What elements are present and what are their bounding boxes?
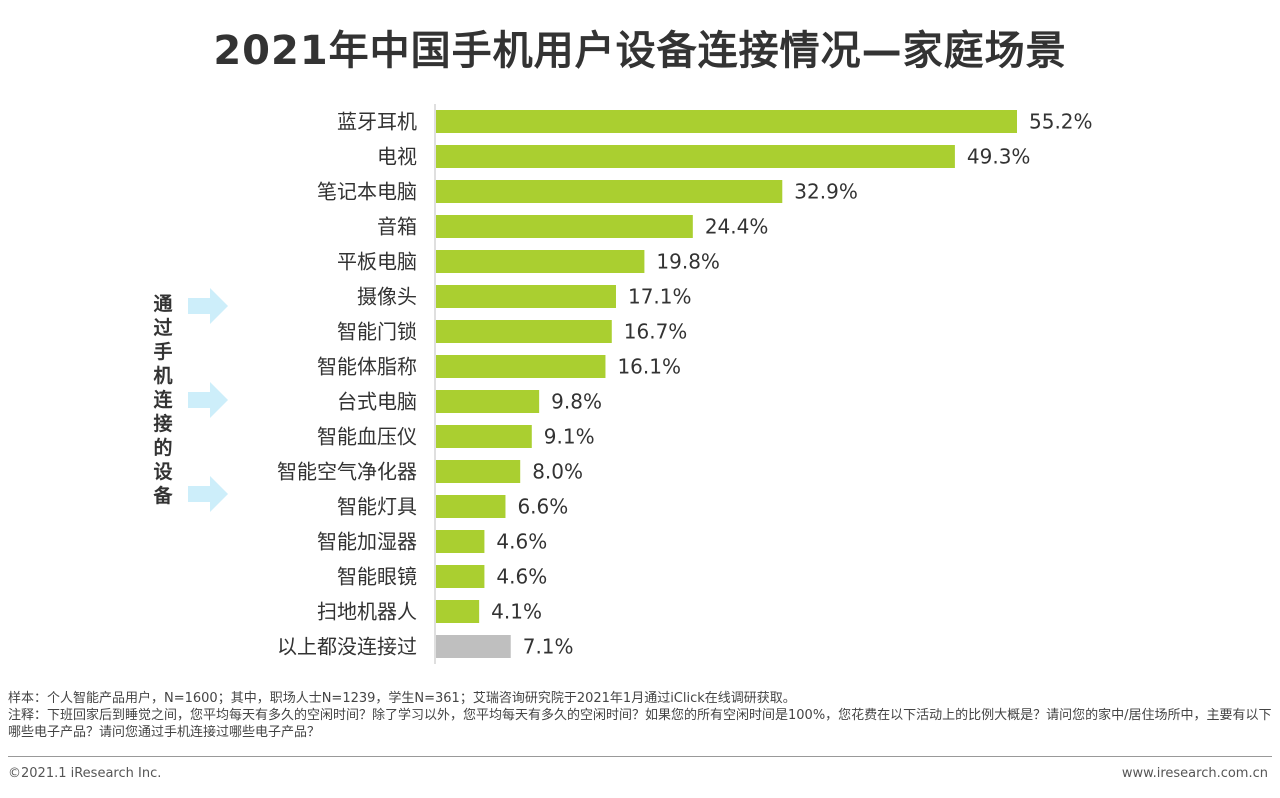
category-label: 智能门锁	[337, 320, 417, 344]
side-label-char: 备	[153, 485, 173, 507]
bar	[436, 425, 532, 448]
notes: 样本：个人智能产品用户，N=1600；其中，职场人士N=1239，学生N=361…	[8, 690, 1272, 741]
value-label: 55.2%	[1029, 110, 1093, 134]
copyright: ©2021.1 iResearch Inc.	[8, 766, 162, 781]
category-label: 以上都没连接过	[277, 635, 417, 659]
category-label: 智能灯具	[337, 495, 417, 519]
value-label: 24.4%	[705, 215, 769, 239]
side-label-char: 手	[153, 341, 173, 363]
value-label: 4.1%	[491, 600, 542, 624]
page-title: 2021年中国手机用户设备连接情况—家庭场景	[213, 28, 1067, 74]
category-label: 扫地机器人	[317, 600, 417, 624]
side-label-char: 过	[153, 317, 173, 339]
right-arrow-icon	[188, 476, 228, 512]
value-label: 16.7%	[624, 320, 688, 344]
bar	[436, 215, 693, 238]
bar-chart: 蓝牙耳机 55.2% 电视 49.3% 笔记本电脑 32.9% 音箱 24.4% 平板电脑 19.…	[277, 104, 1093, 664]
value-label: 16.1%	[617, 355, 681, 379]
bar	[436, 145, 955, 168]
side-label-char: 接	[153, 413, 173, 435]
side-label-char: 机	[153, 365, 173, 387]
value-label: 9.8%	[551, 390, 602, 414]
bar	[436, 565, 485, 588]
bar	[436, 110, 1017, 133]
category-label: 智能加湿器	[317, 530, 417, 554]
value-label: 4.6%	[496, 530, 547, 554]
side-label-char: 连	[153, 389, 173, 411]
bar	[436, 320, 612, 343]
category-label: 电视	[377, 145, 417, 169]
side-label: 通 过 手 机 连 接 的 设 备	[150, 292, 176, 508]
value-label: 8.0%	[532, 460, 583, 484]
bar	[436, 250, 645, 273]
category-label: 智能眼镜	[337, 565, 417, 589]
sample-note: 样本：个人智能产品用户，N=1600；其中，职场人士N=1239，学生N=361…	[8, 691, 796, 706]
bar	[436, 530, 485, 553]
right-arrow-icon	[188, 288, 228, 324]
value-label: 19.8%	[656, 250, 720, 274]
bar	[436, 390, 540, 413]
bar	[436, 600, 480, 623]
bar	[436, 460, 521, 483]
side-label-char: 设	[153, 461, 173, 483]
bar	[436, 495, 506, 518]
value-label: 32.9%	[794, 180, 858, 204]
category-label: 摄像头	[357, 285, 417, 309]
category-label: 智能体脂称	[317, 355, 417, 379]
value-label: 49.3%	[967, 145, 1031, 169]
category-label: 笔记本电脑	[317, 180, 417, 204]
bar	[436, 355, 606, 378]
category-label: 平板电脑	[337, 250, 417, 274]
category-label: 智能空气净化器	[277, 460, 417, 484]
website: www.iresearch.com.cn	[1121, 766, 1268, 781]
category-label: 蓝牙耳机	[337, 110, 417, 134]
question-note: 注释：下班回家后到睡觉之间，您平均每天有多久的空闲时间？除了学习以外，您平均每天…	[8, 708, 1272, 740]
category-label: 音箱	[377, 215, 417, 239]
bar	[436, 285, 616, 308]
value-label: 4.6%	[496, 565, 547, 589]
value-label: 7.1%	[523, 635, 574, 659]
bar	[436, 635, 511, 658]
value-label: 9.1%	[544, 425, 595, 449]
value-label: 17.1%	[628, 285, 692, 309]
side-label-char: 的	[153, 437, 173, 459]
category-label: 智能血压仪	[317, 425, 417, 449]
side-label-char: 通	[153, 293, 173, 315]
bar	[436, 180, 783, 203]
right-arrow-icon	[188, 382, 228, 418]
value-label: 6.6%	[517, 495, 568, 519]
category-label: 台式电脑	[337, 390, 417, 414]
footer-divider	[8, 756, 1272, 757]
